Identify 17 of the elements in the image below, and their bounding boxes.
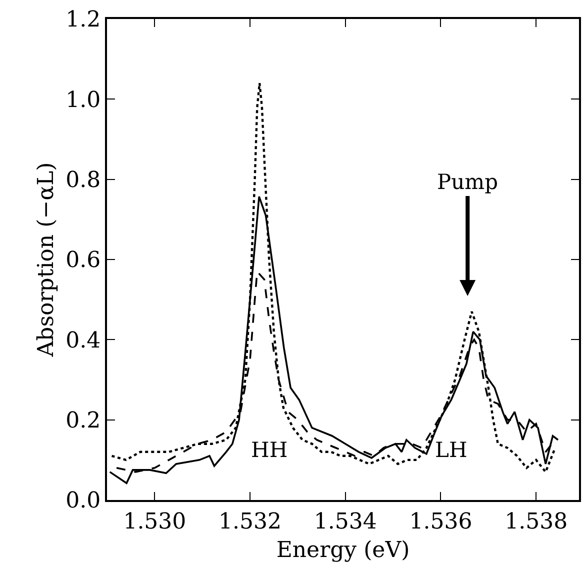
y-tick-label: 0.6 [66,248,101,274]
x-tick-label: 1.538 [504,509,568,534]
y-tick-label: 1.2 [66,8,101,33]
x-tick-label: 1.534 [314,509,377,534]
annotation: LH [435,438,468,462]
x-tick-label: 1.536 [409,509,472,534]
y-tick-label: 1.0 [66,88,101,113]
y-tick-label: 0.2 [66,408,101,434]
annotation: Pump [437,170,498,194]
y-axis-title: Absorption (−αL) [34,162,59,358]
y-tick-label: 0.4 [66,328,101,354]
x-tick-label: 1.532 [218,509,282,534]
y-tick-label: 0.8 [66,168,101,194]
y-tick-label: 0.0 [66,488,101,514]
x-axis-title: Energy (eV) [276,538,410,563]
annotation: HH [251,438,288,462]
x-tick-label: 1.530 [123,509,186,534]
